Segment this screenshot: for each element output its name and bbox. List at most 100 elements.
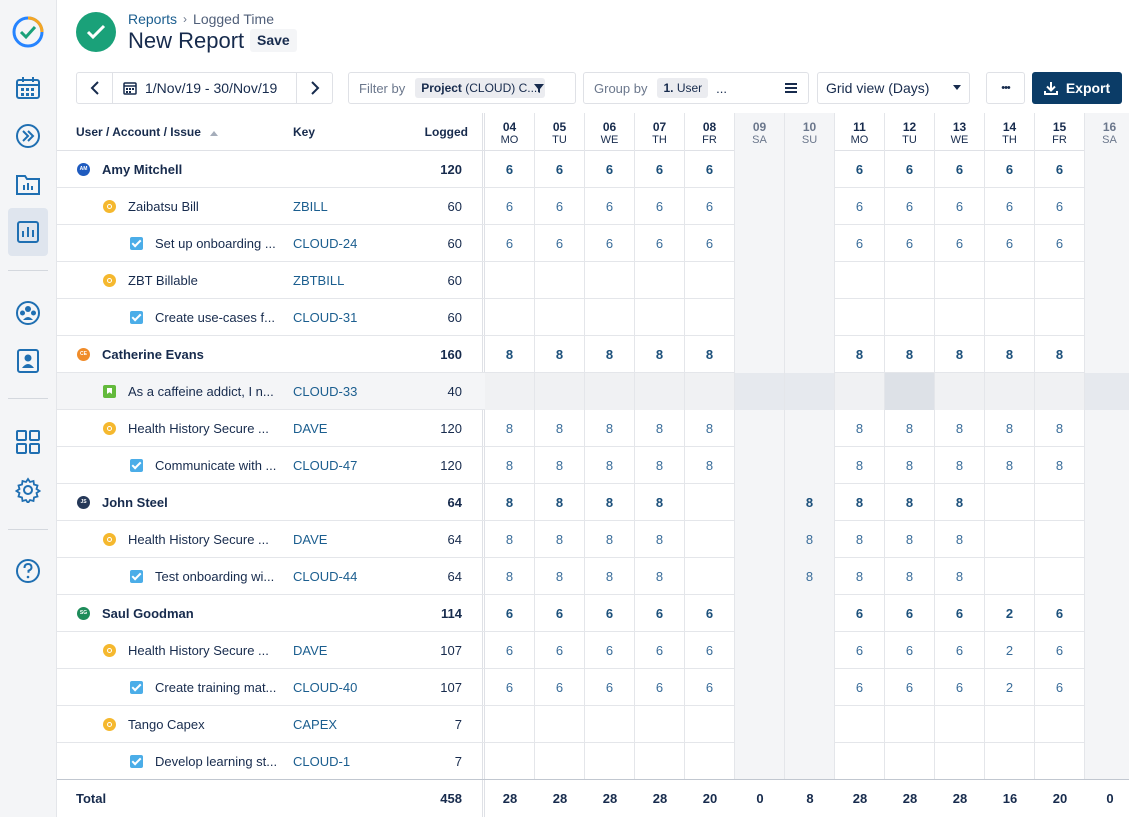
day-cell[interactable]: 8 <box>585 521 635 558</box>
day-cell[interactable]: 8 <box>935 558 985 595</box>
day-cell[interactable] <box>685 373 735 410</box>
day-cell[interactable]: 6 <box>985 188 1035 225</box>
day-cell[interactable]: 6 <box>535 595 585 632</box>
day-cell[interactable]: 6 <box>585 595 635 632</box>
day-cell[interactable]: 6 <box>685 595 735 632</box>
issue-row[interactable]: Create training mat... CLOUD-40 107 6 6 6 6 6 6 6… <box>57 669 1129 706</box>
day-cell[interactable] <box>785 151 835 188</box>
day-cell[interactable]: 6 <box>635 188 685 225</box>
day-cell[interactable]: 8 <box>535 484 585 521</box>
day-cell[interactable]: 8 <box>535 521 585 558</box>
day-column-header[interactable]: 10 SU <box>785 113 835 151</box>
day-cell[interactable]: 8 <box>535 447 585 484</box>
day-cell[interactable] <box>985 484 1035 521</box>
day-cell[interactable] <box>985 521 1035 558</box>
issue-key-link[interactable]: CLOUD-44 <box>293 569 358 584</box>
day-cell[interactable]: 6 <box>535 225 585 262</box>
day-cell[interactable]: 6 <box>535 632 585 669</box>
day-cell[interactable]: 6 <box>935 669 985 706</box>
day-column-header[interactable]: 14 TH <box>985 113 1035 151</box>
day-cell[interactable]: 8 <box>685 336 735 373</box>
day-cell[interactable]: 8 <box>585 484 635 521</box>
day-cell[interactable] <box>985 743 1035 780</box>
team-icon[interactable] <box>8 289 48 337</box>
day-cell[interactable]: 6 <box>1035 632 1085 669</box>
day-cell[interactable]: 8 <box>885 558 935 595</box>
day-cell[interactable] <box>1035 262 1085 299</box>
account-row[interactable]: Tango Capex CAPEX 7 <box>57 706 1129 743</box>
day-cell[interactable] <box>735 595 785 632</box>
day-cell[interactable] <box>1035 484 1085 521</box>
day-cell[interactable]: 6 <box>885 151 935 188</box>
day-cell[interactable] <box>1035 558 1085 595</box>
settings-gear-icon[interactable] <box>8 466 48 514</box>
day-cell[interactable] <box>935 743 985 780</box>
day-cell[interactable]: 6 <box>635 669 685 706</box>
day-cell[interactable] <box>785 632 835 669</box>
user-row[interactable]: SG Saul Goodman 114 6 6 6 6 6 6 6 6 2 6 <box>57 595 1129 632</box>
more-options-button[interactable]: ••• <box>986 72 1025 104</box>
day-cell[interactable]: 6 <box>835 225 885 262</box>
day-cell[interactable] <box>485 299 535 336</box>
account-row[interactable]: Health History Secure ... DAVE 64 8 8 8 8 8 8 8 8 <box>57 521 1129 558</box>
day-column-header[interactable]: 11 MO <box>835 113 885 151</box>
day-cell[interactable]: 6 <box>485 632 535 669</box>
day-cell[interactable] <box>735 743 785 780</box>
day-cell[interactable] <box>635 373 685 410</box>
day-cell[interactable] <box>985 299 1035 336</box>
issue-key-link[interactable]: DAVE <box>293 532 328 547</box>
day-cell[interactable] <box>585 262 635 299</box>
day-cell[interactable] <box>635 743 685 780</box>
day-cell[interactable] <box>785 336 835 373</box>
group-chip[interactable]: 1. User <box>657 78 709 98</box>
issue-row[interactable]: Set up onboarding ... CLOUD-24 60 6 6 6 6 6 6 6 6 6… <box>57 225 1129 262</box>
issue-row[interactable]: Develop learning st... CLOUD-1 7 <box>57 743 1129 780</box>
day-cell[interactable] <box>685 558 735 595</box>
user-row[interactable]: JS John Steel 64 8 8 8 8 8 8 8 8 <box>57 484 1129 521</box>
day-cell[interactable]: 6 <box>585 151 635 188</box>
day-cell[interactable] <box>835 299 885 336</box>
account-row[interactable]: Health History Secure ... DAVE 120 8 8 8 8 8 8 8 8… <box>57 410 1129 447</box>
day-cell[interactable]: 8 <box>835 521 885 558</box>
day-cell[interactable] <box>985 706 1035 743</box>
issue-key-link[interactable]: CAPEX <box>293 717 338 732</box>
day-cell[interactable] <box>685 706 735 743</box>
day-cell[interactable]: 6 <box>585 669 635 706</box>
day-cell[interactable] <box>1085 521 1129 558</box>
day-cell[interactable]: 8 <box>535 410 585 447</box>
day-cell[interactable] <box>535 743 585 780</box>
day-cell[interactable]: 8 <box>985 410 1035 447</box>
day-cell[interactable] <box>785 188 835 225</box>
day-cell[interactable]: 6 <box>835 632 885 669</box>
day-cell[interactable] <box>735 373 785 410</box>
save-button[interactable]: Save <box>250 29 297 52</box>
day-cell[interactable]: 2 <box>985 669 1035 706</box>
day-cell[interactable] <box>635 262 685 299</box>
day-cell[interactable] <box>735 151 785 188</box>
day-cell[interactable] <box>785 410 835 447</box>
day-cell[interactable] <box>735 299 785 336</box>
day-cell[interactable]: 6 <box>835 188 885 225</box>
day-cell[interactable]: 8 <box>1035 336 1085 373</box>
day-cell[interactable] <box>735 558 785 595</box>
export-button[interactable]: Export <box>1032 72 1122 104</box>
day-cell[interactable]: 6 <box>935 225 985 262</box>
app-logo-icon[interactable] <box>8 8 48 56</box>
issue-key-link[interactable]: CLOUD-47 <box>293 458 358 473</box>
day-cell[interactable]: 8 <box>1035 410 1085 447</box>
day-cell[interactable] <box>735 410 785 447</box>
day-cell[interactable] <box>935 706 985 743</box>
day-cell[interactable] <box>1035 373 1085 410</box>
day-cell[interactable] <box>585 743 635 780</box>
day-cell[interactable] <box>835 706 885 743</box>
day-cell[interactable]: 6 <box>535 151 585 188</box>
day-cell[interactable] <box>1035 743 1085 780</box>
day-cell[interactable] <box>835 743 885 780</box>
day-cell[interactable]: 8 <box>535 336 585 373</box>
row-name[interactable]: Create use-cases f... <box>155 310 275 325</box>
day-cell[interactable] <box>735 521 785 558</box>
day-cell[interactable] <box>1085 151 1129 188</box>
row-name[interactable]: Health History Secure ... <box>128 643 269 658</box>
view-select[interactable]: Grid view (Days) <box>817 72 970 104</box>
day-cell[interactable] <box>1085 336 1129 373</box>
